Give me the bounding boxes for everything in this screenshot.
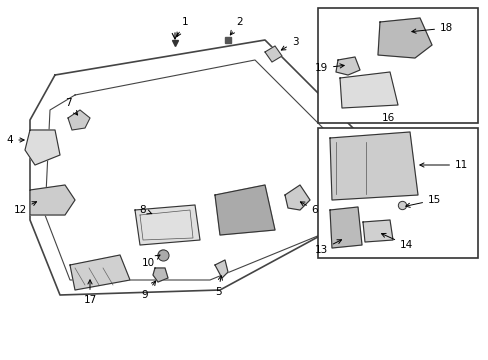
Polygon shape — [264, 46, 282, 62]
Polygon shape — [215, 185, 274, 235]
Polygon shape — [135, 205, 200, 245]
Polygon shape — [70, 255, 130, 290]
Polygon shape — [377, 18, 431, 58]
Text: 9: 9 — [142, 281, 155, 300]
Circle shape — [158, 250, 168, 260]
Polygon shape — [30, 185, 75, 215]
Text: 4: 4 — [7, 135, 24, 145]
Text: 1: 1 — [177, 17, 188, 37]
Polygon shape — [329, 132, 417, 200]
Text: 17: 17 — [83, 280, 97, 305]
Text: 10: 10 — [141, 255, 160, 268]
Polygon shape — [153, 268, 168, 282]
Bar — [317, 128, 477, 258]
Polygon shape — [68, 110, 90, 130]
Text: 12: 12 — [13, 202, 37, 215]
Polygon shape — [335, 57, 359, 75]
Text: 8: 8 — [140, 205, 151, 215]
Text: 3: 3 — [281, 37, 298, 50]
Polygon shape — [215, 260, 227, 278]
Polygon shape — [25, 130, 60, 165]
Text: 7: 7 — [64, 98, 78, 115]
Bar — [317, 8, 477, 123]
Text: 14: 14 — [381, 233, 412, 250]
Text: 5: 5 — [214, 276, 222, 297]
Polygon shape — [285, 185, 309, 210]
Text: 6: 6 — [300, 202, 318, 215]
Text: 16: 16 — [381, 113, 394, 123]
Text: 15: 15 — [405, 195, 440, 207]
Text: 11: 11 — [419, 160, 468, 170]
Text: 18: 18 — [411, 23, 452, 33]
Polygon shape — [339, 72, 397, 108]
Polygon shape — [329, 207, 361, 248]
Text: 19: 19 — [314, 63, 344, 73]
Text: 2: 2 — [230, 17, 243, 35]
Polygon shape — [362, 220, 392, 242]
Text: 13: 13 — [314, 240, 341, 255]
